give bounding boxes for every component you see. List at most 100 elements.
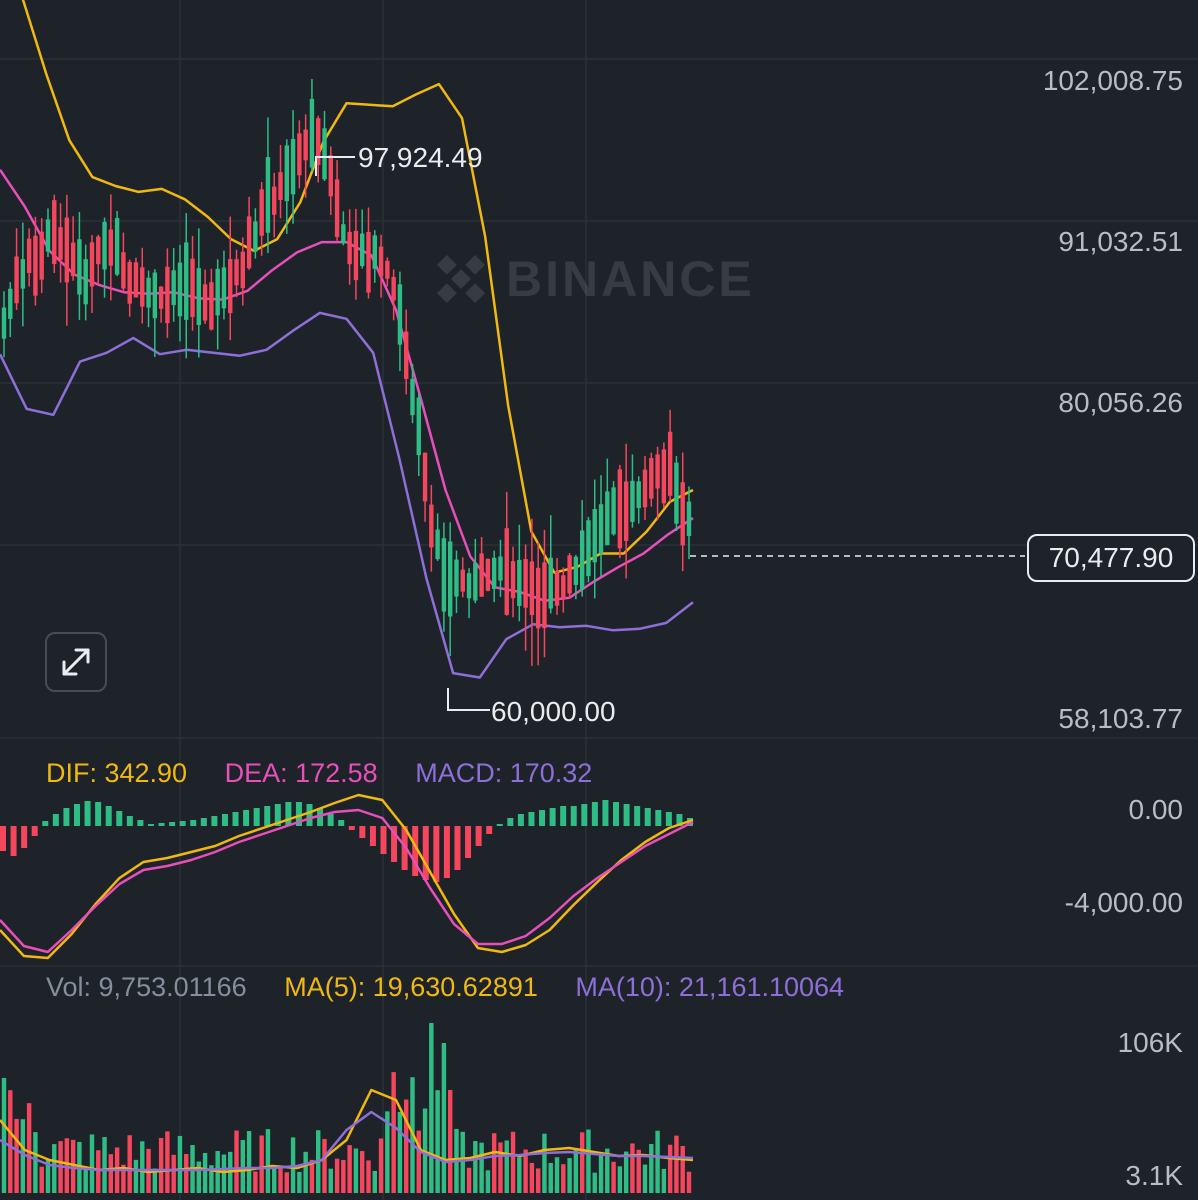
- dif-line: [0, 793, 694, 960]
- price-tick-2: 91,032.51: [1058, 226, 1183, 257]
- volume-tick-low: 3.1K: [1125, 1160, 1183, 1191]
- macd-histogram-bar: [116, 811, 123, 826]
- macd-histogram-bar: [179, 821, 186, 826]
- volume-bar: [259, 1135, 264, 1193]
- macd-histogram-bar: [190, 820, 197, 826]
- candle-body: [133, 262, 139, 298]
- candle-body: [498, 556, 503, 581]
- volume-bar: [360, 1151, 365, 1193]
- volume-bar: [158, 1137, 164, 1193]
- candle-body: [466, 573, 472, 599]
- macd-tick-zero: 0.00: [1129, 794, 1184, 825]
- candle-body: [316, 118, 321, 166]
- candle-body: [485, 558, 491, 591]
- macd-histogram-bar: [211, 816, 218, 826]
- candle-body: [385, 260, 390, 279]
- volume-bar: [661, 1168, 667, 1193]
- volume-bar: [485, 1170, 491, 1193]
- volume-bar: [611, 1161, 616, 1193]
- candle-body: [397, 284, 403, 345]
- volume-bar: [605, 1148, 610, 1193]
- candle-body: [297, 133, 302, 176]
- candle-body: [26, 238, 32, 274]
- candle-body: [240, 251, 246, 289]
- volume-bar: [353, 1148, 359, 1193]
- macd-histogram-bar: [0, 826, 6, 851]
- macd-histogram-bar: [73, 804, 80, 826]
- volume-bar: [20, 1119, 26, 1193]
- candle-body: [410, 378, 415, 416]
- macd-histogram-bar: [327, 814, 334, 826]
- watermark-text: BINANCE: [506, 251, 755, 307]
- dea-line: [0, 808, 694, 954]
- macd-histogram-bar: [264, 806, 271, 826]
- volume-bar: [127, 1135, 132, 1193]
- candle-body: [366, 231, 371, 293]
- candle-body: [177, 262, 183, 317]
- high-marker-line: [315, 156, 355, 176]
- volume-bar: [121, 1164, 126, 1193]
- candle-body: [617, 469, 623, 549]
- candle-body: [548, 557, 553, 609]
- volume-bar: [385, 1111, 390, 1193]
- ma5-label: MA(5): 19,630.62891: [284, 972, 538, 1002]
- macd-histogram-bar: [169, 822, 176, 826]
- volume-bar: [447, 1089, 453, 1193]
- candle-body: [328, 155, 333, 197]
- macd-legend: DIF: 342.90 DEA: 172.58 MACD: 170.32: [46, 758, 622, 789]
- volume-bar: [309, 1159, 315, 1193]
- candle-body: [152, 272, 158, 319]
- volume-bar: [152, 1168, 158, 1193]
- candle-body: [630, 480, 635, 522]
- volume-ma10-line: [0, 1110, 694, 1172]
- volume-bar: [435, 1090, 440, 1193]
- macd-histogram-bar: [274, 804, 281, 826]
- candle-body: [1, 307, 7, 339]
- expand-arrows-icon: [62, 648, 90, 676]
- candle-body: [8, 288, 13, 319]
- macd-histogram-bar: [570, 806, 577, 826]
- volume-bar: [674, 1135, 679, 1193]
- macd-histogram-bar: [63, 808, 70, 826]
- candle-body: [416, 397, 421, 456]
- candle-body: [360, 233, 365, 267]
- candle-body: [454, 559, 459, 597]
- low-marker-line: [447, 688, 490, 711]
- volume-bar: [341, 1159, 346, 1193]
- candle-body: [517, 559, 522, 606]
- volume-bar: [221, 1154, 227, 1193]
- volume-bar: [479, 1142, 484, 1193]
- macd-histogram-bar: [317, 808, 324, 826]
- volume-bar: [234, 1130, 239, 1193]
- candle-body: [58, 227, 63, 260]
- volume-bar: [334, 1158, 340, 1193]
- candle-body: [221, 267, 227, 309]
- volume-bar: [554, 1157, 560, 1193]
- candle-body: [77, 239, 82, 295]
- macd-histogram-bar: [528, 812, 535, 826]
- volume-bar: [177, 1135, 183, 1193]
- macd-histogram-bar: [644, 808, 651, 826]
- candle-body: [96, 236, 101, 265]
- macd-histogram-bar: [232, 812, 239, 826]
- volume-bar: [83, 1166, 88, 1193]
- candle-body: [598, 504, 604, 554]
- candle-body: [623, 481, 629, 541]
- candle-body: [661, 449, 667, 504]
- macd-histogram-bar: [200, 818, 207, 826]
- macd-histogram-bar: [539, 810, 546, 826]
- binance-logo-icon: [436, 254, 486, 304]
- macd-histogram-bar: [137, 820, 144, 826]
- candle-body: [422, 452, 428, 502]
- candle-body: [674, 462, 679, 524]
- candle-body: [447, 541, 453, 617]
- candle-body: [391, 277, 396, 301]
- expand-chart-button[interactable]: [45, 632, 107, 692]
- candle-body: [605, 491, 610, 546]
- volume-bar: [404, 1099, 409, 1193]
- macd-histogram-bar: [623, 804, 630, 826]
- macd-histogram-bar: [443, 826, 450, 878]
- volume-bar: [561, 1164, 566, 1193]
- volume-bar: [630, 1143, 635, 1193]
